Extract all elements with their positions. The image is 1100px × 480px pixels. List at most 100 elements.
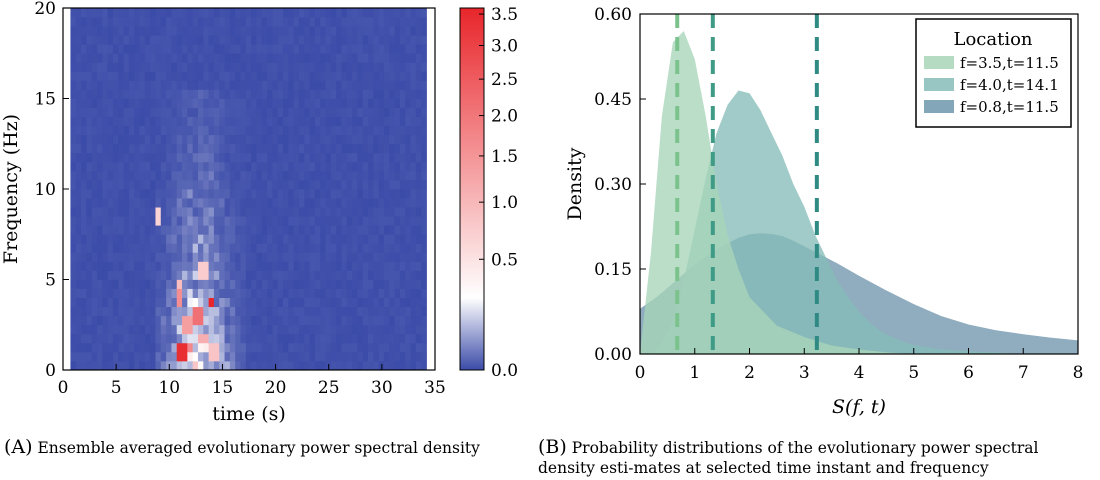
heatmap-cell — [134, 26, 140, 36]
heatmap-cell — [240, 351, 247, 362]
heatmap-cell — [86, 297, 93, 308]
heatmap-cell — [304, 270, 310, 280]
heatmap-cell — [309, 89, 316, 99]
heatmap-cell — [261, 279, 268, 289]
heatmap-cell — [256, 252, 263, 262]
heatmap-cell — [203, 324, 210, 335]
heatmap-cell — [330, 189, 337, 199]
heatmap-cell — [208, 261, 215, 271]
heatmap-cell — [251, 161, 257, 172]
heatmap-cell — [421, 225, 427, 235]
heatmap-cell — [373, 279, 380, 289]
heatmap-cell — [166, 98, 172, 108]
heatmap-cell — [150, 234, 156, 244]
heatmap-cell — [251, 297, 257, 308]
heatmap-cell — [336, 179, 342, 190]
heatmap-cell — [378, 35, 385, 45]
heatmap-cell — [171, 342, 178, 353]
heatmap-cell — [245, 26, 252, 36]
heatmap-cell — [283, 342, 289, 353]
heatmap-cell — [399, 360, 406, 371]
heatmap-cell — [261, 53, 268, 63]
heatmap-cell — [410, 225, 417, 235]
heatmap-cell — [118, 134, 124, 145]
heatmap-cell — [240, 270, 247, 280]
heatmap-cell — [267, 243, 273, 253]
heatmap-cell — [229, 107, 236, 117]
heatmap-cell — [240, 261, 247, 271]
heatmap-cell — [182, 324, 188, 335]
heatmap-cell — [70, 125, 77, 136]
heatmap-cell — [383, 26, 390, 36]
heatmap-cell — [97, 17, 103, 27]
heatmap-cell — [368, 360, 374, 371]
heatmap-cell — [150, 125, 156, 136]
heatmap-cell — [224, 324, 231, 335]
heatmap-cell — [197, 26, 204, 36]
heatmap-cell — [341, 179, 348, 190]
heatmap-cell — [81, 98, 87, 108]
heatmap-cell — [102, 62, 109, 72]
heatmap-cell — [267, 107, 273, 117]
heatmap-cell — [415, 17, 422, 27]
heatmap-cell — [330, 143, 337, 154]
heatmap-cell — [97, 170, 103, 181]
heatmap-cell — [75, 243, 82, 253]
heatmap-cell — [341, 189, 348, 199]
heatmap-cell — [112, 80, 119, 90]
heatmap-cell — [256, 324, 263, 335]
heatmap-cell — [235, 351, 241, 362]
heatmap-cell — [240, 8, 247, 18]
heatmap-cell — [251, 306, 257, 317]
heatmap-cell — [75, 143, 82, 154]
heatmap-cell — [208, 306, 215, 317]
heatmap-cell — [357, 53, 364, 63]
heatmap-cell — [383, 98, 390, 108]
heatmap-cell — [341, 297, 348, 308]
heatmap-cell — [134, 89, 140, 99]
heatmap-cell — [187, 342, 194, 353]
heatmap-cell — [272, 279, 279, 289]
heatmap-cell — [245, 44, 252, 54]
heatmap-cell — [134, 252, 140, 262]
heatmap-cell — [389, 44, 396, 54]
heatmap-cell — [298, 198, 305, 208]
heatmap-cell — [298, 161, 305, 172]
heatmap-x-tick-label: 10 — [158, 378, 180, 398]
heatmap-cell — [362, 161, 369, 172]
heatmap-cell — [107, 53, 114, 63]
heatmap-cell — [240, 306, 247, 317]
heatmap-cell — [389, 243, 396, 253]
heatmap-cell — [229, 35, 236, 45]
heatmap-cell — [368, 80, 374, 90]
heatmap-cell — [123, 143, 130, 154]
heatmap-cell — [160, 342, 167, 353]
heatmap-cell — [336, 306, 342, 317]
heatmap-cell — [144, 252, 151, 262]
heatmap-cell — [75, 98, 82, 108]
heatmap-cell — [330, 315, 337, 326]
heatmap-cell — [373, 35, 380, 45]
heatmap-cell — [325, 35, 332, 45]
heatmap-cell — [229, 134, 236, 145]
heatmap-cell — [81, 234, 87, 244]
heatmap-cell — [368, 71, 374, 81]
heatmap-cell — [368, 143, 374, 154]
heatmap-cell — [70, 243, 77, 253]
heatmap-cell — [293, 35, 300, 45]
heatmap-cell — [86, 243, 93, 253]
heatmap-cell — [86, 161, 93, 172]
heatmap-cell — [373, 351, 380, 362]
heatmap-cell — [91, 89, 98, 99]
heatmap-cell — [75, 198, 82, 208]
heatmap-cell — [415, 152, 422, 163]
heatmap-cell — [399, 252, 406, 262]
heatmap-cell — [208, 234, 215, 244]
heatmap-cell — [309, 35, 316, 45]
heatmap-cell — [171, 26, 178, 36]
heatmap-cell — [192, 143, 199, 154]
heatmap-cell — [91, 207, 98, 217]
heatmap-cell — [304, 152, 310, 163]
heatmap-cell — [86, 44, 93, 54]
heatmap-cell — [245, 198, 252, 208]
